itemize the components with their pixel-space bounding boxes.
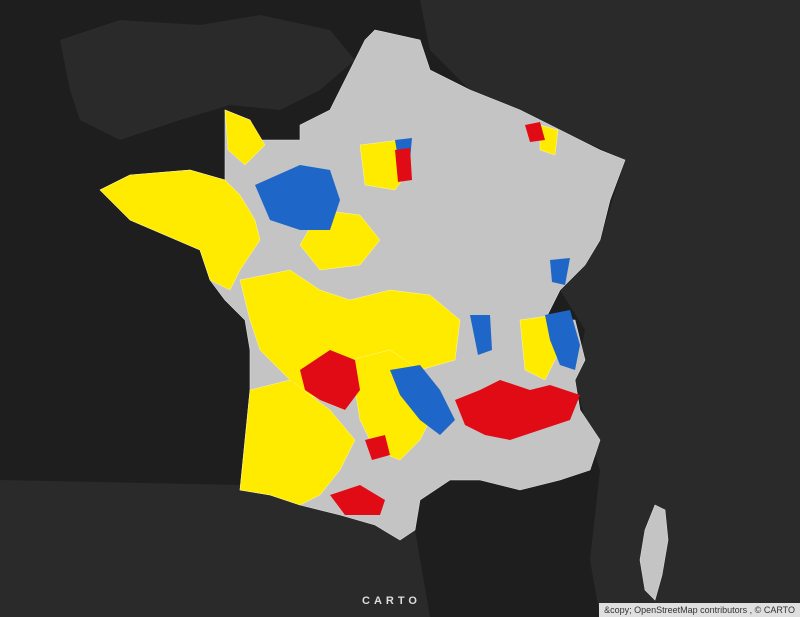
- region-blue: [545, 310, 580, 370]
- region-yellow: [239, 379, 356, 506]
- corsica: [639, 504, 669, 601]
- region-blue: [390, 365, 455, 435]
- region-yellow: [99, 169, 261, 291]
- land-east: [420, 0, 800, 617]
- region-red: [395, 148, 412, 182]
- region-red: [455, 380, 580, 440]
- region-yellow: [539, 124, 559, 156]
- land-uk: [60, 15, 355, 140]
- region-yellow: [224, 109, 266, 166]
- region-blue: [550, 258, 570, 285]
- land-spain: [0, 480, 430, 617]
- region-red: [300, 350, 360, 410]
- region-blue: [255, 165, 340, 230]
- carto-logo[interactable]: CARTO: [362, 595, 421, 607]
- region-red: [330, 485, 385, 515]
- region-red: [525, 122, 545, 142]
- attribution[interactable]: &copy; OpenStreetMap contributors , © CA…: [599, 603, 800, 617]
- region-red: [365, 435, 390, 460]
- region-blue: [470, 315, 492, 355]
